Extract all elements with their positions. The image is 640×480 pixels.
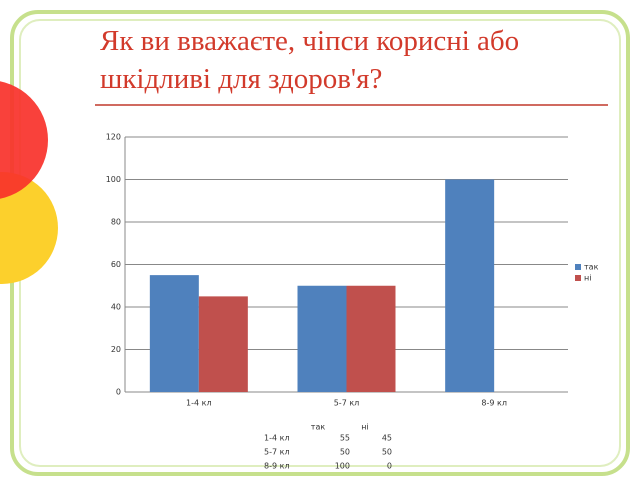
y-tick-label: 80 — [111, 218, 121, 227]
x-tick-label: 8-9 кл — [481, 399, 507, 408]
bar — [149, 275, 199, 392]
x-tick-label: 1-4 кл — [186, 399, 212, 408]
bar — [198, 296, 248, 392]
slide-title: Як ви вважаєте, чіпси корисні або шкідли… — [100, 25, 520, 95]
table-row-label: 8-9 кл — [264, 462, 290, 471]
legend-label: ні — [584, 274, 591, 283]
y-tick-label: 100 — [106, 175, 121, 184]
table-header: так — [311, 423, 326, 432]
bar — [346, 285, 396, 392]
table-row-label: 5-7 кл — [264, 448, 290, 457]
table-cell: 100 — [335, 462, 350, 471]
table-row-label: 1-4 кл — [264, 434, 290, 443]
table-header: ні — [361, 423, 368, 432]
y-tick-label: 40 — [111, 303, 121, 312]
decor-circle — [0, 172, 58, 284]
table-cell: 0 — [387, 462, 392, 471]
x-tick-label: 5-7 кл — [334, 399, 360, 408]
legend-swatch — [575, 275, 581, 281]
bar — [445, 179, 495, 392]
legend-label: так — [584, 263, 599, 272]
legend-swatch — [575, 264, 581, 270]
table-cell: 50 — [340, 448, 350, 457]
table-cell: 55 — [340, 434, 350, 443]
y-tick-label: 20 — [111, 345, 121, 354]
table-cell: 50 — [382, 448, 392, 457]
y-tick-label: 60 — [111, 260, 121, 269]
y-tick-label: 120 — [106, 133, 121, 142]
bar — [297, 285, 347, 392]
y-tick-label: 0 — [116, 388, 121, 397]
decor-circle — [0, 81, 48, 199]
table-cell: 45 — [382, 434, 392, 443]
